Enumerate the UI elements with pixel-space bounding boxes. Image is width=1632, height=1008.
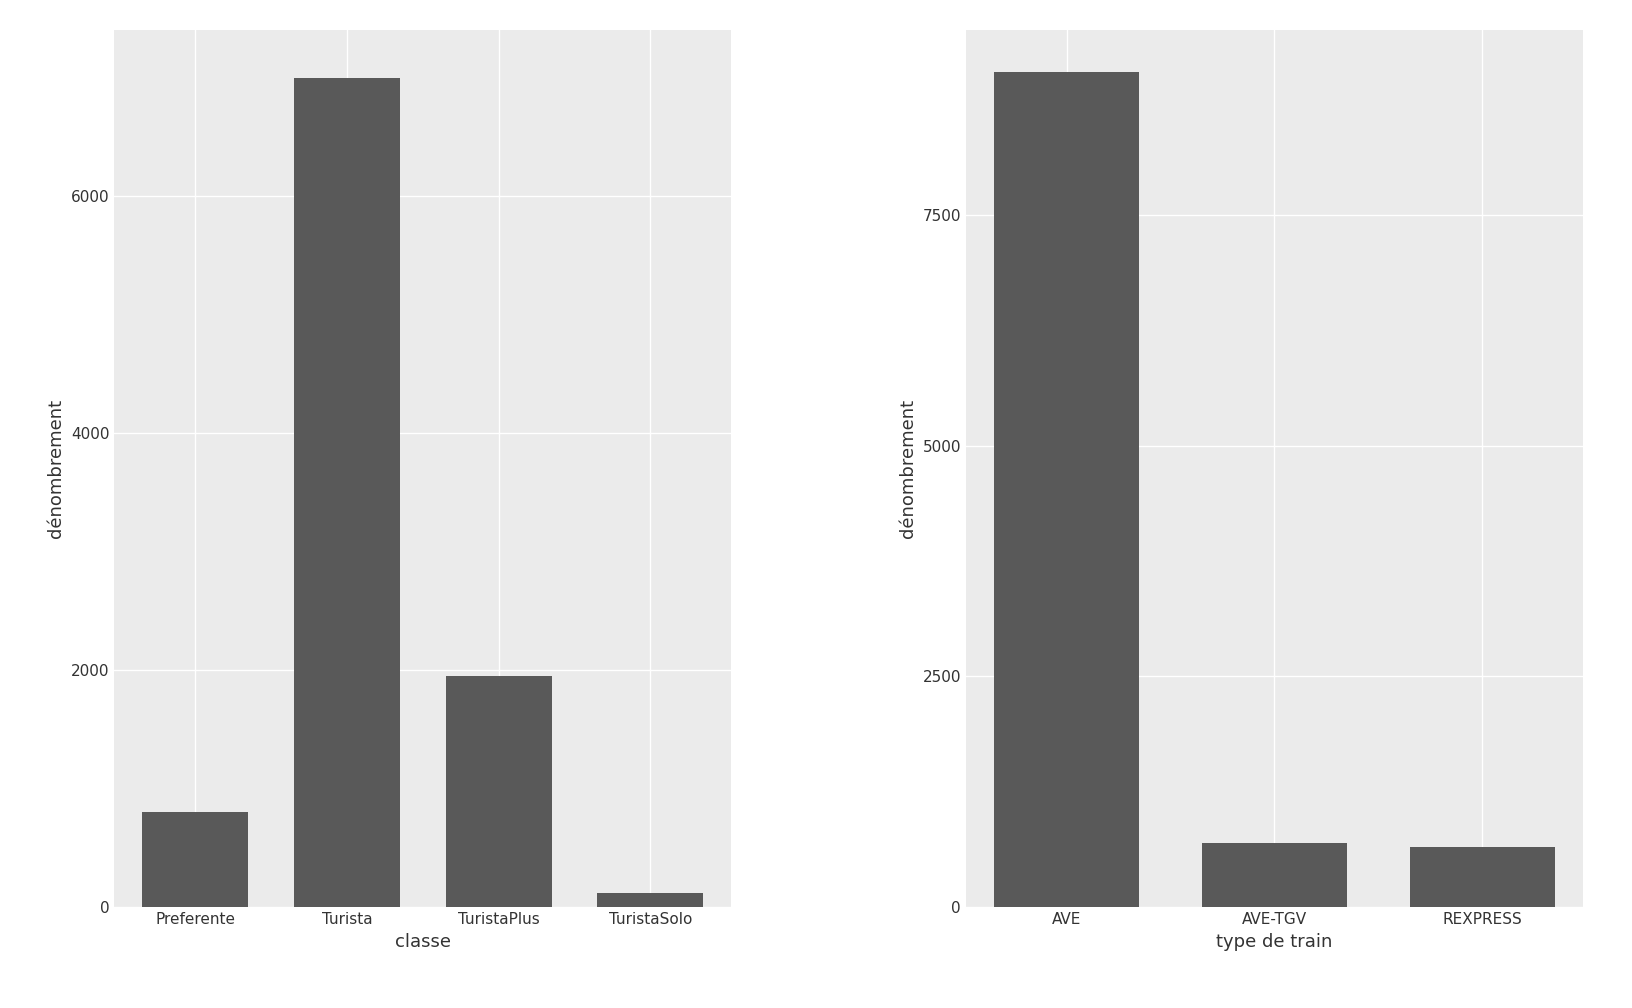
Bar bbox=[142, 812, 248, 907]
Y-axis label: dénombrement: dénombrement bbox=[47, 399, 65, 538]
Bar bbox=[1410, 847, 1555, 907]
Y-axis label: dénombrement: dénombrement bbox=[899, 399, 917, 538]
X-axis label: type de train: type de train bbox=[1216, 932, 1333, 951]
Bar bbox=[446, 676, 552, 907]
X-axis label: classe: classe bbox=[395, 932, 450, 951]
Bar bbox=[597, 893, 703, 907]
Bar bbox=[294, 78, 400, 907]
Bar bbox=[994, 72, 1139, 907]
Bar bbox=[1201, 843, 1346, 907]
